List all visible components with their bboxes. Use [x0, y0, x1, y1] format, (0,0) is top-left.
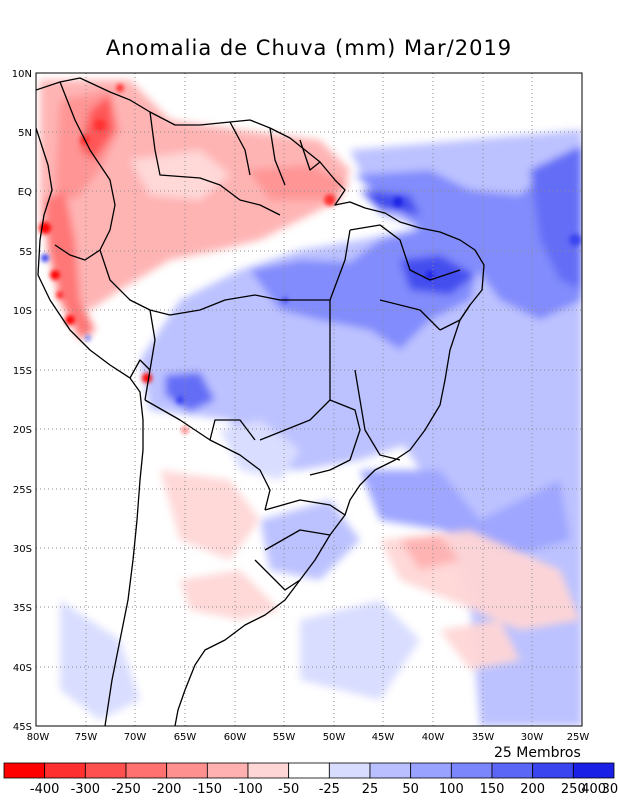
lon-label: 45W [372, 732, 395, 743]
graticule [36, 73, 582, 726]
latitude-axis: 10N 5N EQ 5S 10S 15S 20S 25S 30S 35S 40S… [12, 69, 32, 733]
lon-label: 50W [323, 732, 346, 743]
colorbar-swatch [532, 762, 574, 779]
lon-label: 55W [273, 732, 296, 743]
lat-label: 35S [13, 603, 32, 614]
lat-label: 10N [12, 69, 32, 80]
map-title: Anomalia de Chuva (mm) Mar/2019 [105, 36, 513, 60]
lat-label: 30S [13, 544, 32, 555]
rainfall-anomaly-field [36, 73, 582, 726]
lat-label: 40S [13, 663, 32, 674]
lat-label: 5S [19, 247, 32, 258]
lon-label: 40W [422, 732, 445, 743]
colorbar-swatch [84, 762, 127, 779]
country-borders [36, 77, 485, 726]
colorbar-label: -200 [152, 782, 182, 797]
lat-label: 10S [13, 306, 32, 317]
lon-label: 75W [75, 732, 98, 743]
colorbar-swatch [450, 762, 493, 779]
colorbar-label: 300 [602, 782, 618, 797]
lat-label: 5N [18, 128, 32, 139]
lon-label: 30W [521, 732, 544, 743]
colorbar: -400 -300 -250 -200 -150 -100 -50 -25 25 50 100 150… [3, 762, 618, 797]
colorbar-label: 250 [561, 782, 586, 797]
lat-label: 20S [13, 425, 32, 436]
lat-label: 25S [13, 485, 32, 496]
colorbar-swatch [3, 762, 46, 779]
colorbar-swatch [410, 762, 452, 779]
colorbar-swatch [328, 762, 371, 779]
lon-label: 60W [224, 732, 247, 743]
colorbar-label: -25 [319, 782, 340, 797]
colorbar-label: 100 [439, 782, 464, 797]
colorbar-label: -250 [111, 782, 141, 797]
colorbar-label: -100 [233, 782, 263, 797]
lon-label: 70W [124, 732, 147, 743]
colorbar-label: -300 [71, 782, 101, 797]
colorbar-label: 200 [520, 782, 545, 797]
lon-label: 65W [174, 732, 197, 743]
lat-label: 15S [13, 366, 32, 377]
colorbar-swatch [247, 762, 290, 779]
lon-label: 25W [567, 732, 590, 743]
colorbar-swatch [44, 762, 86, 779]
lon-label: 80W [27, 732, 50, 743]
colorbar-swatch [206, 762, 249, 779]
colorbar-swatch [288, 762, 330, 779]
lat-label: EQ [18, 187, 32, 198]
colorbar-label: -400 [30, 782, 60, 797]
colorbar-swatch [166, 762, 208, 779]
colorbar-label: 25 [362, 782, 379, 797]
colorbar-swatch [125, 762, 168, 779]
ensemble-members-note: 25 Membros [494, 745, 581, 761]
longitude-axis: 80W 75W 70W 65W 60W 55W 50W 45W 40W 35W … [27, 732, 590, 743]
colorbar-label: -150 [193, 782, 223, 797]
colorbar-label: 150 [480, 782, 505, 797]
colorbar-swatch [572, 762, 615, 779]
colorbar-label: 400 [581, 782, 606, 797]
map-frame [35, 72, 583, 727]
colorbar-label: 50 [402, 782, 419, 797]
colorbar-label: -50 [278, 782, 299, 797]
colorbar-swatch [491, 762, 534, 779]
colorbar-swatch [369, 762, 412, 779]
lat-label: 45S [13, 722, 32, 733]
lon-label: 35W [472, 732, 495, 743]
